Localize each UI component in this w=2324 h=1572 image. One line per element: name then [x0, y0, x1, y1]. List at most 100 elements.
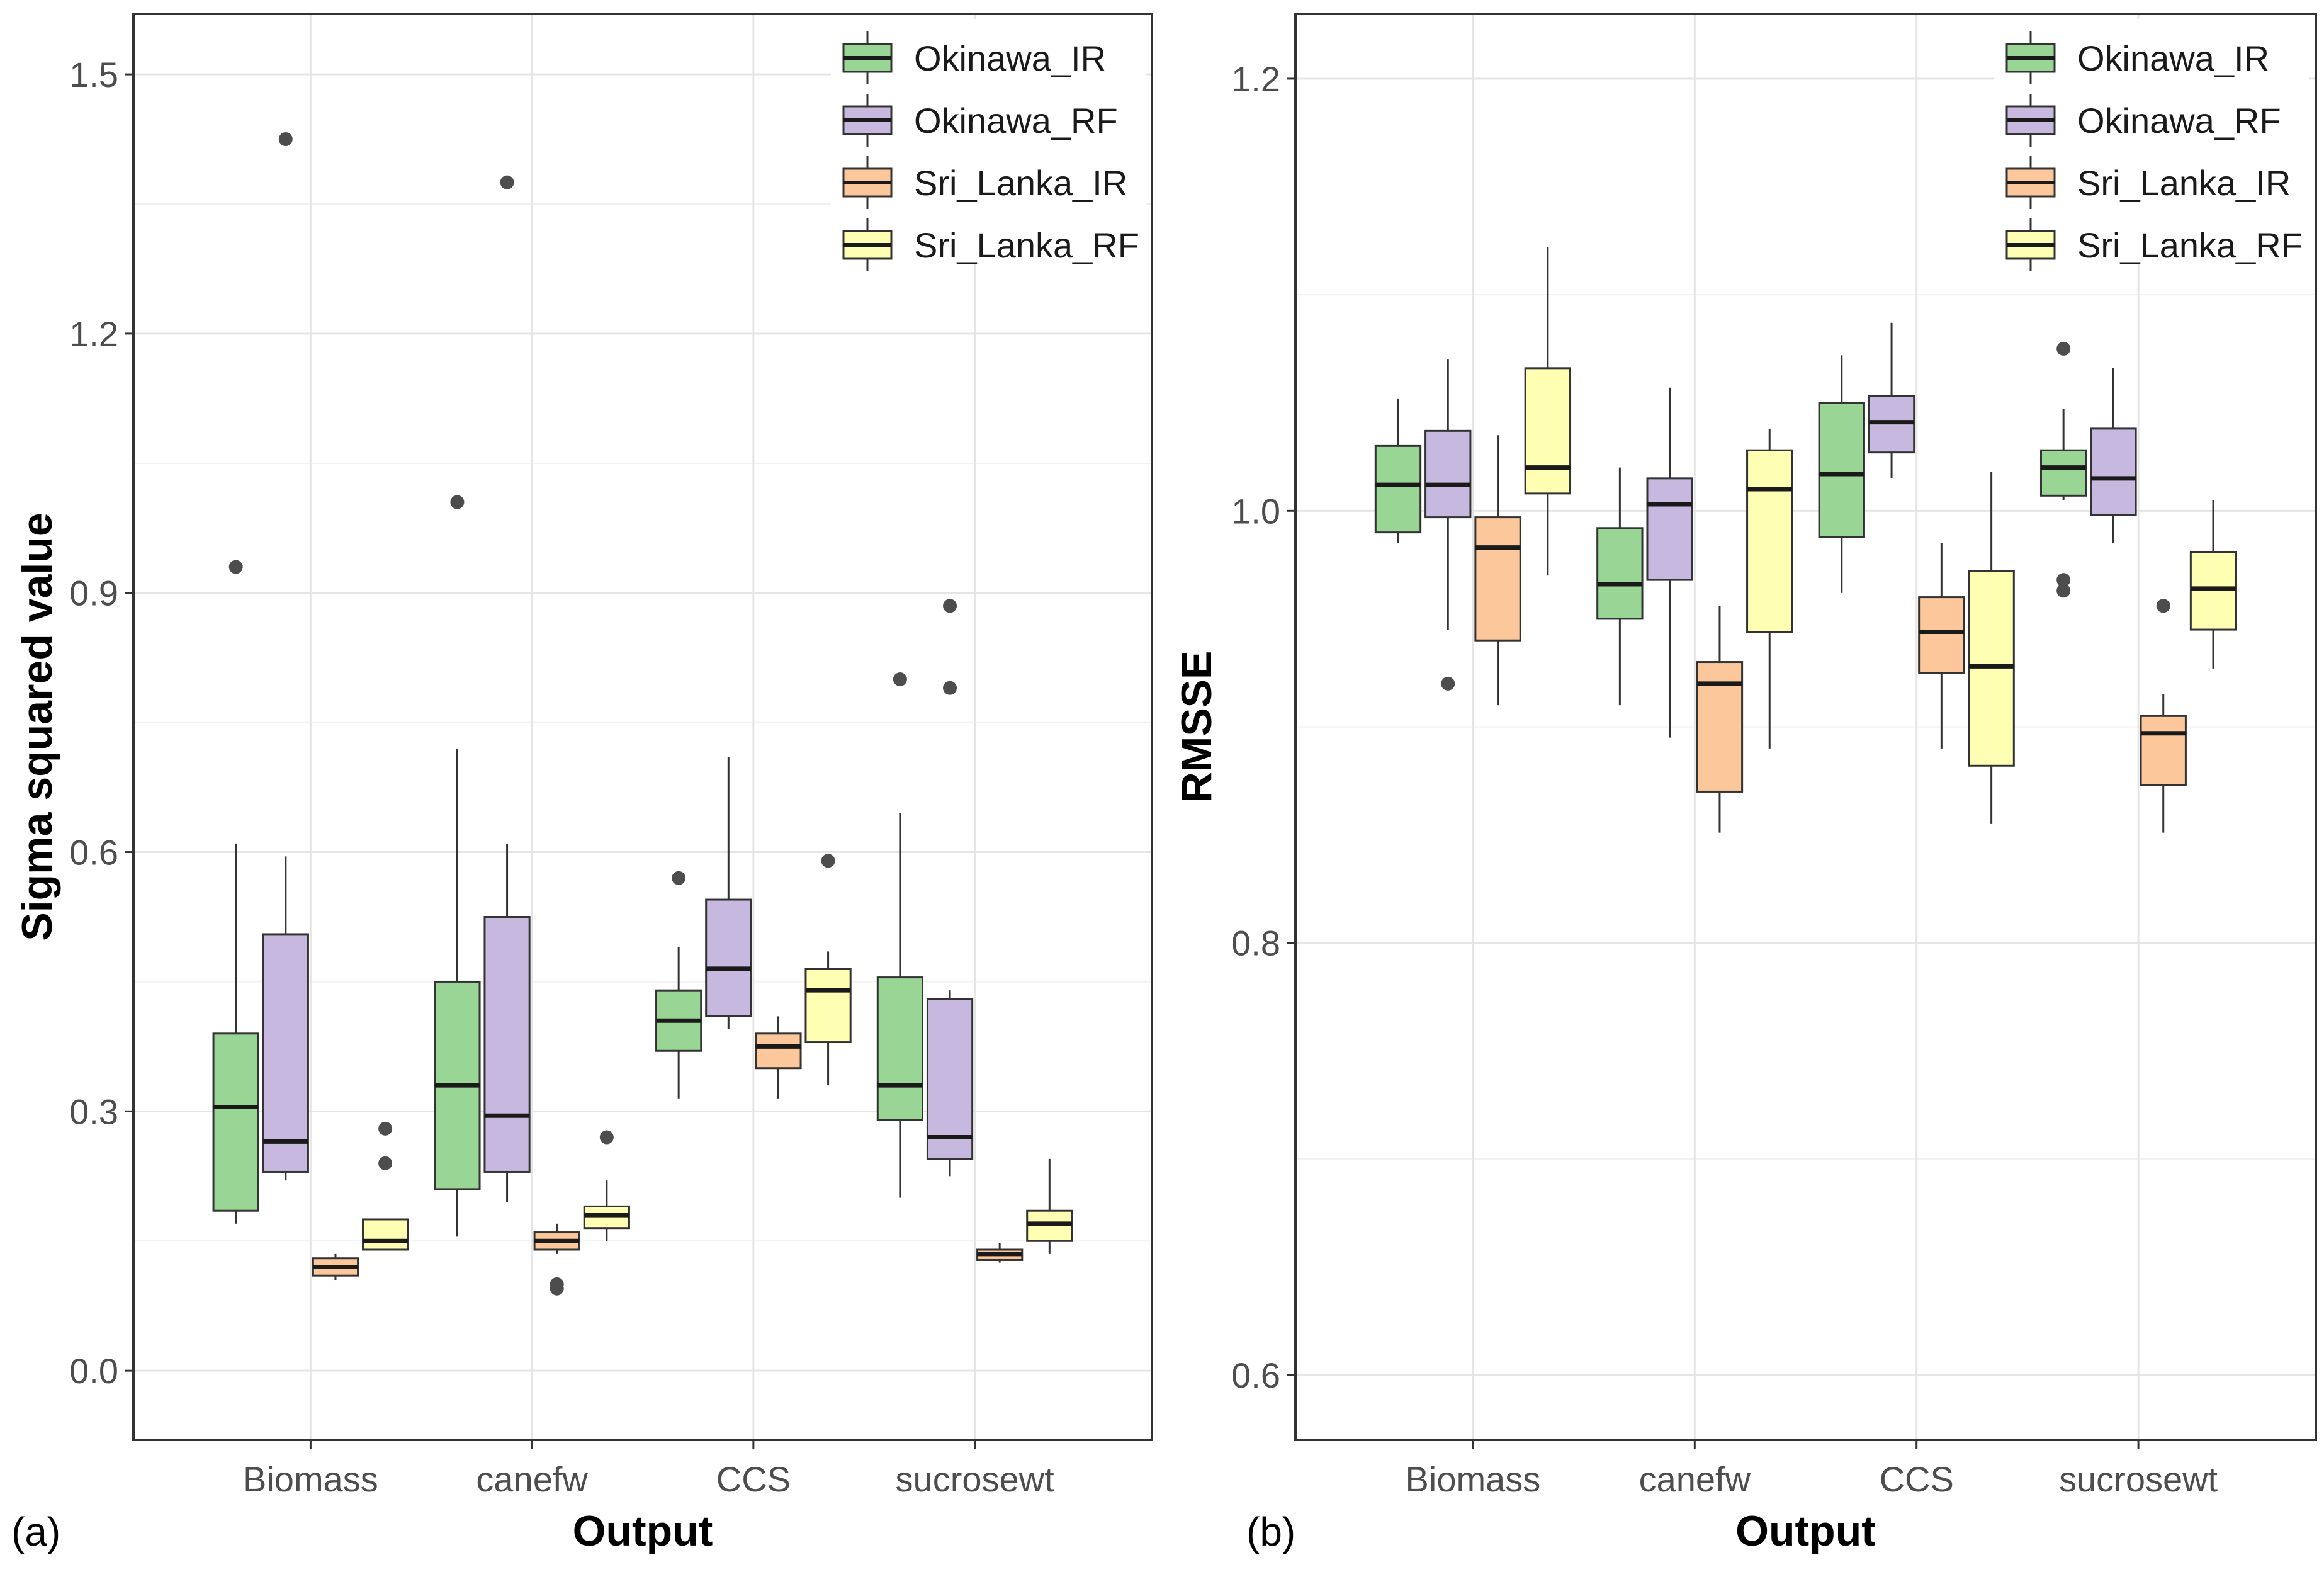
box-Okinawa_RF-sucrosewt	[2090, 368, 2137, 543]
panel-b-rmsse: 0.6 0.8 1.0 1.2 Biomass canefw CCS sucrosewt Out…	[1173, 13, 2317, 1555]
y-tick-label: 0.9	[69, 574, 118, 613]
box-body	[1374, 444, 1422, 534]
legend: Okinawa_IR Okinawa_RF Sri_Lanka_IR Sri_Lank…	[1994, 19, 2309, 271]
box-body	[1746, 449, 1793, 633]
y-axis-title: Sigma squared value	[13, 512, 61, 941]
box-marks	[212, 132, 1073, 1296]
x-tick-label: canefw	[1639, 1459, 1751, 1499]
x-tick-label: Biomass	[243, 1459, 378, 1499]
box-Sri_Lanka_RF-sucrosewt	[2189, 500, 2237, 669]
legend-label: Sri_Lanka_RF	[2077, 225, 2303, 265]
box-Sri_Lanka_RF-CCS	[804, 854, 852, 1086]
box-body	[2039, 449, 2087, 497]
box-body	[755, 1032, 802, 1070]
y-tick-label: 0.6	[69, 833, 118, 873]
legend-item-Okinawa_IR: Okinawa_IR	[2005, 31, 2269, 84]
box-Okinawa_RF-canefw	[483, 175, 531, 1202]
x-tick-label: canefw	[476, 1459, 588, 1499]
box-Okinawa_IR-sucrosewt	[876, 672, 924, 1198]
box-Sri_Lanka_IR-Biomass	[1474, 435, 1521, 706]
outlier-point	[2156, 599, 2170, 613]
box-Okinawa_RF-CCS	[705, 757, 752, 1029]
box-body	[262, 933, 309, 1173]
outlier-point	[228, 560, 243, 574]
legend-label: Sri_Lanka_IR	[914, 163, 1127, 203]
outlier-point	[1441, 676, 1455, 691]
legend-item-Okinawa_RF: Okinawa_RF	[2005, 94, 2281, 147]
outlier-point	[943, 681, 957, 695]
outlier-point	[378, 1156, 393, 1170]
box-body	[361, 1218, 409, 1251]
legend-label: Okinawa_IR	[2077, 38, 2269, 78]
box-Sri_Lanka_RF-Biomass	[1524, 247, 1572, 576]
legend-item-Sri_Lanka_RF: Sri_Lanka_RF	[2005, 218, 2303, 271]
panel-label: (b)	[1246, 1509, 1295, 1554]
legend-label: Okinawa_RF	[914, 101, 1118, 140]
box-Sri_Lanka_RF-sucrosewt	[1026, 1158, 1073, 1254]
box-body	[2140, 715, 2187, 786]
box-Okinawa_IR-CCS	[655, 871, 702, 1099]
legend-label: Okinawa_RF	[2077, 101, 2281, 140]
outlier-point	[2056, 584, 2071, 598]
box-Sri_Lanka_IR-sucrosewt	[2140, 599, 2187, 833]
outlier-point	[2056, 573, 2071, 587]
box-body	[2090, 427, 2137, 516]
outlier-point	[500, 175, 514, 189]
box-Okinawa_RF-sucrosewt	[926, 599, 974, 1177]
box-Sri_Lanka_IR-sucrosewt	[976, 1243, 1024, 1263]
panel-label: (a)	[11, 1509, 60, 1554]
box-body	[876, 976, 924, 1121]
x-axis-title: Output	[1735, 1507, 1876, 1555]
box-body	[1524, 367, 1572, 495]
box-Okinawa_RF-CCS	[1868, 322, 1915, 478]
box-body	[1646, 477, 1693, 581]
box-body	[804, 968, 852, 1044]
box-Sri_Lanka_RF-canefw	[583, 1130, 630, 1241]
outlier-point	[550, 1281, 564, 1296]
x-tick-label: sucrosewt	[896, 1459, 1055, 1499]
outlier-point	[893, 672, 907, 686]
legend-item-Sri_Lanka_RF: Sri_Lanka_RF	[842, 218, 1139, 271]
box-marks	[1374, 247, 2237, 833]
box-Okinawa_IR-CCS	[1818, 355, 1865, 593]
box-body	[1474, 516, 1521, 642]
y-tick-label: 0.3	[69, 1092, 118, 1131]
box-Okinawa_RF-canefw	[1646, 387, 1693, 738]
box-Sri_Lanka_IR-canefw	[533, 1223, 580, 1296]
box-body	[483, 916, 531, 1173]
box-body	[1596, 527, 1644, 620]
box-Okinawa_IR-sucrosewt	[2039, 341, 2087, 598]
box-Sri_Lanka_RF-CCS	[1968, 472, 2015, 824]
legend-item-Sri_Lanka_IR: Sri_Lanka_IR	[2005, 156, 2291, 209]
box-Okinawa_RF-Biomass	[262, 132, 309, 1181]
outlier-point	[943, 599, 957, 613]
outlier-point	[599, 1130, 614, 1145]
box-body	[1424, 429, 1472, 519]
y-tick-label: 0.0	[69, 1351, 118, 1391]
legend-label: Okinawa_IR	[914, 38, 1106, 78]
x-tick-label: CCS	[1880, 1459, 1954, 1499]
box-Okinawa_IR-Biomass	[212, 560, 259, 1224]
y-axis-title: RMSSE	[1173, 651, 1221, 803]
outlier-point	[278, 132, 293, 147]
legend-label: Sri_Lanka_IR	[2077, 163, 2291, 203]
outlier-point	[821, 854, 835, 868]
box-body	[926, 998, 974, 1160]
legend-item-Okinawa_RF: Okinawa_RF	[842, 94, 1118, 147]
box-Okinawa_IR-Biomass	[1374, 398, 1422, 543]
box-Okinawa_IR-canefw	[434, 495, 481, 1237]
x-tick-label: CCS	[716, 1459, 791, 1499]
outlier-point	[450, 495, 465, 509]
panel-border	[1294, 13, 2317, 1441]
outlier-point	[672, 871, 686, 885]
legend-item-Sri_Lanka_IR: Sri_Lanka_IR	[842, 156, 1127, 209]
box-Okinawa_RF-Biomass	[1424, 359, 1472, 691]
box-Okinawa_IR-canefw	[1596, 467, 1644, 706]
box-body	[212, 1032, 259, 1212]
outlier-point	[2056, 341, 2071, 356]
x-tick-label: sucrosewt	[2059, 1459, 2218, 1499]
box-Sri_Lanka_IR-canefw	[1696, 606, 1744, 833]
box-body	[705, 898, 752, 1017]
box-Sri_Lanka_IR-CCS	[755, 1016, 802, 1099]
legend: Okinawa_IR Okinawa_RF Sri_Lanka_IR Sri_Lank…	[831, 19, 1146, 271]
